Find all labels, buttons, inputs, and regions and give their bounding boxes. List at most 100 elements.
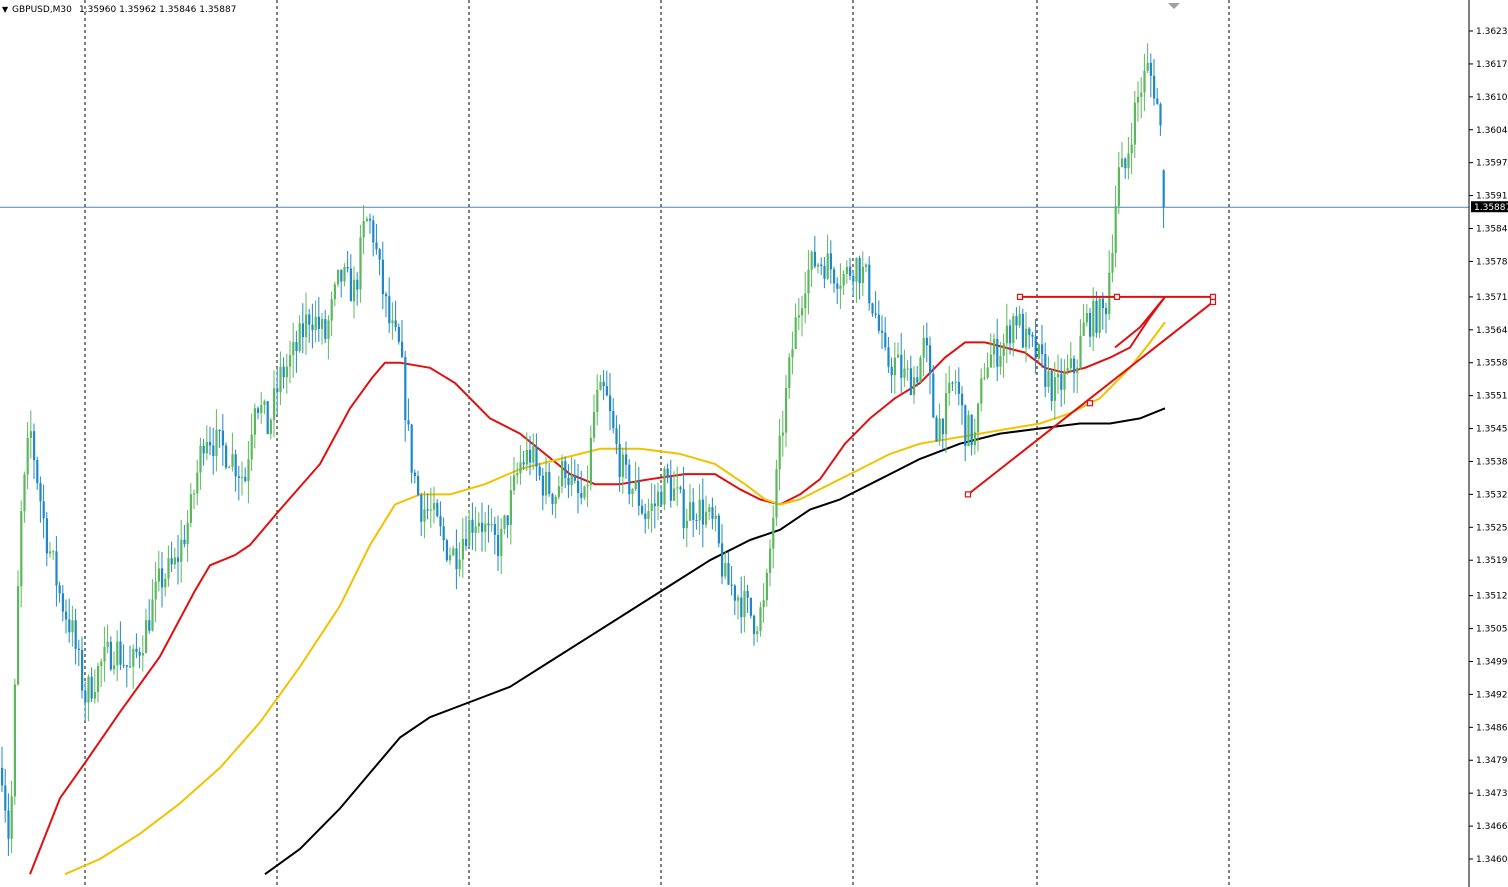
candle-118 xyxy=(378,248,381,276)
candle-41 xyxy=(132,644,135,689)
candle-310 xyxy=(993,333,996,369)
candle-body-315 xyxy=(1009,325,1012,344)
candle-157 xyxy=(503,514,506,535)
candle-body-82 xyxy=(263,401,266,405)
candle-265 xyxy=(849,257,852,281)
candle-body-198 xyxy=(634,480,637,490)
candle-57 xyxy=(183,524,186,548)
candle-127 xyxy=(407,398,410,431)
candle-204 xyxy=(653,484,656,529)
candle-194 xyxy=(621,447,624,494)
candle-172 xyxy=(551,492,554,515)
candle-113 xyxy=(362,204,365,255)
candle-209 xyxy=(669,459,672,508)
candle-body-129 xyxy=(413,472,416,477)
candle-176 xyxy=(564,456,567,488)
y-tick-label-9: 1.35645 xyxy=(1476,326,1508,336)
candle-body-20 xyxy=(65,611,68,620)
candle-239 xyxy=(765,568,768,607)
candle-body-283 xyxy=(906,368,909,370)
candle-85 xyxy=(273,370,276,438)
candle-285 xyxy=(913,366,916,404)
candle-21 xyxy=(68,598,71,643)
candle-334 xyxy=(1069,341,1072,373)
candle-361 xyxy=(1156,88,1159,105)
candle-body-65 xyxy=(209,441,212,446)
candle-13 xyxy=(42,484,45,539)
candle-269 xyxy=(861,251,864,297)
candle-82 xyxy=(263,399,266,415)
candle-body-165 xyxy=(529,449,532,463)
y-tick-label-18: 1.35055 xyxy=(1476,625,1508,635)
candle-264 xyxy=(845,260,848,284)
candle-146 xyxy=(468,510,471,547)
candle-131 xyxy=(420,492,423,537)
drawing-objects[interactable] xyxy=(964,293,1217,498)
candle-body-122 xyxy=(391,320,394,324)
candle-221 xyxy=(708,503,711,520)
candle-245 xyxy=(785,375,788,448)
candle-body-179 xyxy=(573,475,576,481)
candle-312 xyxy=(999,341,1002,375)
candle-body-281 xyxy=(900,354,903,378)
candle-body-162 xyxy=(519,462,522,474)
candle-73 xyxy=(234,449,237,492)
candle-body-206 xyxy=(660,491,663,505)
candle-body-267 xyxy=(855,258,858,282)
candle-body-294 xyxy=(941,418,944,435)
candle-179 xyxy=(573,459,576,484)
candle-body-159 xyxy=(509,490,512,526)
candle-11 xyxy=(36,456,39,490)
y-tick-label-2: 1.36105 xyxy=(1476,93,1508,103)
candle-body-229 xyxy=(733,585,736,601)
candle-291 xyxy=(932,365,935,419)
candle-body-153 xyxy=(490,524,493,526)
candle-308 xyxy=(986,352,989,380)
candle-199 xyxy=(637,466,640,516)
candle-352 xyxy=(1127,136,1130,180)
candle-351 xyxy=(1124,157,1127,180)
candle-214 xyxy=(685,508,688,548)
candle-31 xyxy=(100,658,103,687)
candle-body-182 xyxy=(583,486,586,498)
candle-body-248 xyxy=(794,317,797,350)
shift-marker-icon[interactable] xyxy=(1168,3,1180,9)
support-trendline xyxy=(967,301,1214,496)
candle-241 xyxy=(772,505,775,569)
candle-80 xyxy=(257,406,260,420)
candle-body-337 xyxy=(1079,336,1082,368)
candle-body-217 xyxy=(695,519,698,521)
candle-206 xyxy=(660,485,663,506)
candle-body-207 xyxy=(663,468,666,505)
candle-129 xyxy=(413,469,416,484)
y-tick-label-15: 1.35255 xyxy=(1476,523,1508,533)
candle-95 xyxy=(305,292,308,356)
candle-body-27 xyxy=(87,676,90,703)
candle-body-325 xyxy=(1041,344,1044,355)
candle-body-204 xyxy=(653,503,656,507)
candle-body-108 xyxy=(346,266,349,269)
candle-body-140 xyxy=(449,555,452,561)
candle-102 xyxy=(327,315,330,360)
candle-52 xyxy=(167,545,170,587)
candle-body-80 xyxy=(257,408,260,413)
candle-body-190 xyxy=(609,395,612,412)
candle-203 xyxy=(650,483,653,533)
candle-body-24 xyxy=(77,648,80,650)
candle-22 xyxy=(71,605,74,647)
candle-126 xyxy=(404,350,407,442)
candle-275 xyxy=(881,315,884,350)
candle-body-15 xyxy=(49,551,52,554)
candle-body-227 xyxy=(727,563,730,585)
candle-190 xyxy=(609,373,612,431)
candle-body-57 xyxy=(183,539,186,545)
candle-body-326 xyxy=(1044,354,1047,387)
header-dropdown-icon[interactable]: ▼ xyxy=(2,5,9,14)
candle-75 xyxy=(241,461,244,496)
candle-125 xyxy=(401,319,404,359)
candle-body-328 xyxy=(1050,371,1053,401)
candle-183 xyxy=(586,465,589,507)
candle-body-213 xyxy=(682,489,685,529)
candle-356 xyxy=(1140,76,1143,119)
